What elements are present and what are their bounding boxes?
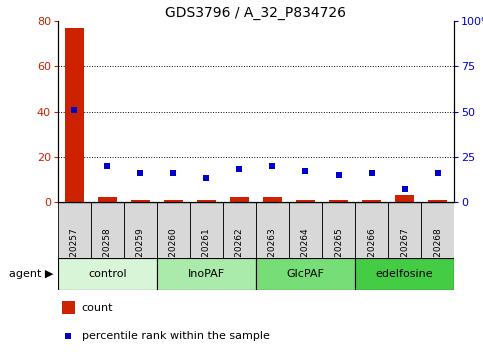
Text: GSM520265: GSM520265 [334,227,343,282]
Text: agent ▶: agent ▶ [9,269,53,279]
FancyBboxPatch shape [388,202,421,258]
Text: GSM520264: GSM520264 [301,227,310,282]
Text: InoPAF: InoPAF [188,269,225,279]
Bar [328,200,348,202]
FancyBboxPatch shape [190,202,223,258]
Text: GSM520261: GSM520261 [202,227,211,282]
Point [203,176,211,181]
Point [302,168,310,174]
Text: GSM520267: GSM520267 [400,227,409,282]
FancyBboxPatch shape [157,202,190,258]
FancyBboxPatch shape [355,202,388,258]
Text: GSM520257: GSM520257 [70,227,79,282]
Text: GSM520258: GSM520258 [103,227,112,282]
Text: GSM520266: GSM520266 [367,227,376,282]
Point [434,170,441,176]
FancyBboxPatch shape [256,258,355,290]
FancyBboxPatch shape [289,202,322,258]
Bar [296,200,315,202]
FancyBboxPatch shape [421,202,454,258]
Bar [427,200,447,202]
Text: GSM520259: GSM520259 [136,227,145,282]
Point [64,333,72,339]
Title: GDS3796 / A_32_P834726: GDS3796 / A_32_P834726 [166,6,346,20]
FancyBboxPatch shape [322,202,355,258]
Bar [164,200,184,202]
FancyBboxPatch shape [124,202,157,258]
Point [368,170,375,176]
Bar [229,197,249,202]
Bar [362,200,382,202]
Text: GSM520263: GSM520263 [268,227,277,282]
Text: GlcPAF: GlcPAF [286,269,325,279]
Bar [197,200,216,202]
Bar [130,200,150,202]
Text: edelfosine: edelfosine [376,269,433,279]
Point [335,172,342,178]
FancyBboxPatch shape [355,258,454,290]
Point [269,163,276,169]
Bar [98,197,117,202]
Bar [395,195,414,202]
Text: percentile rank within the sample: percentile rank within the sample [82,331,270,342]
FancyBboxPatch shape [91,202,124,258]
FancyBboxPatch shape [256,202,289,258]
Text: GSM520260: GSM520260 [169,227,178,282]
Point [401,186,409,192]
FancyBboxPatch shape [58,202,91,258]
Text: GSM520262: GSM520262 [235,227,244,282]
FancyBboxPatch shape [157,258,256,290]
Bar [65,28,85,202]
Point [170,170,177,176]
Point [104,163,112,169]
Text: GSM520268: GSM520268 [433,227,442,282]
FancyBboxPatch shape [223,202,256,258]
FancyBboxPatch shape [58,258,157,290]
Point [236,166,243,172]
Bar [263,197,283,202]
Text: count: count [82,303,113,313]
Point [137,170,144,176]
Text: control: control [88,269,127,279]
Point [71,107,78,113]
Bar [62,302,74,314]
